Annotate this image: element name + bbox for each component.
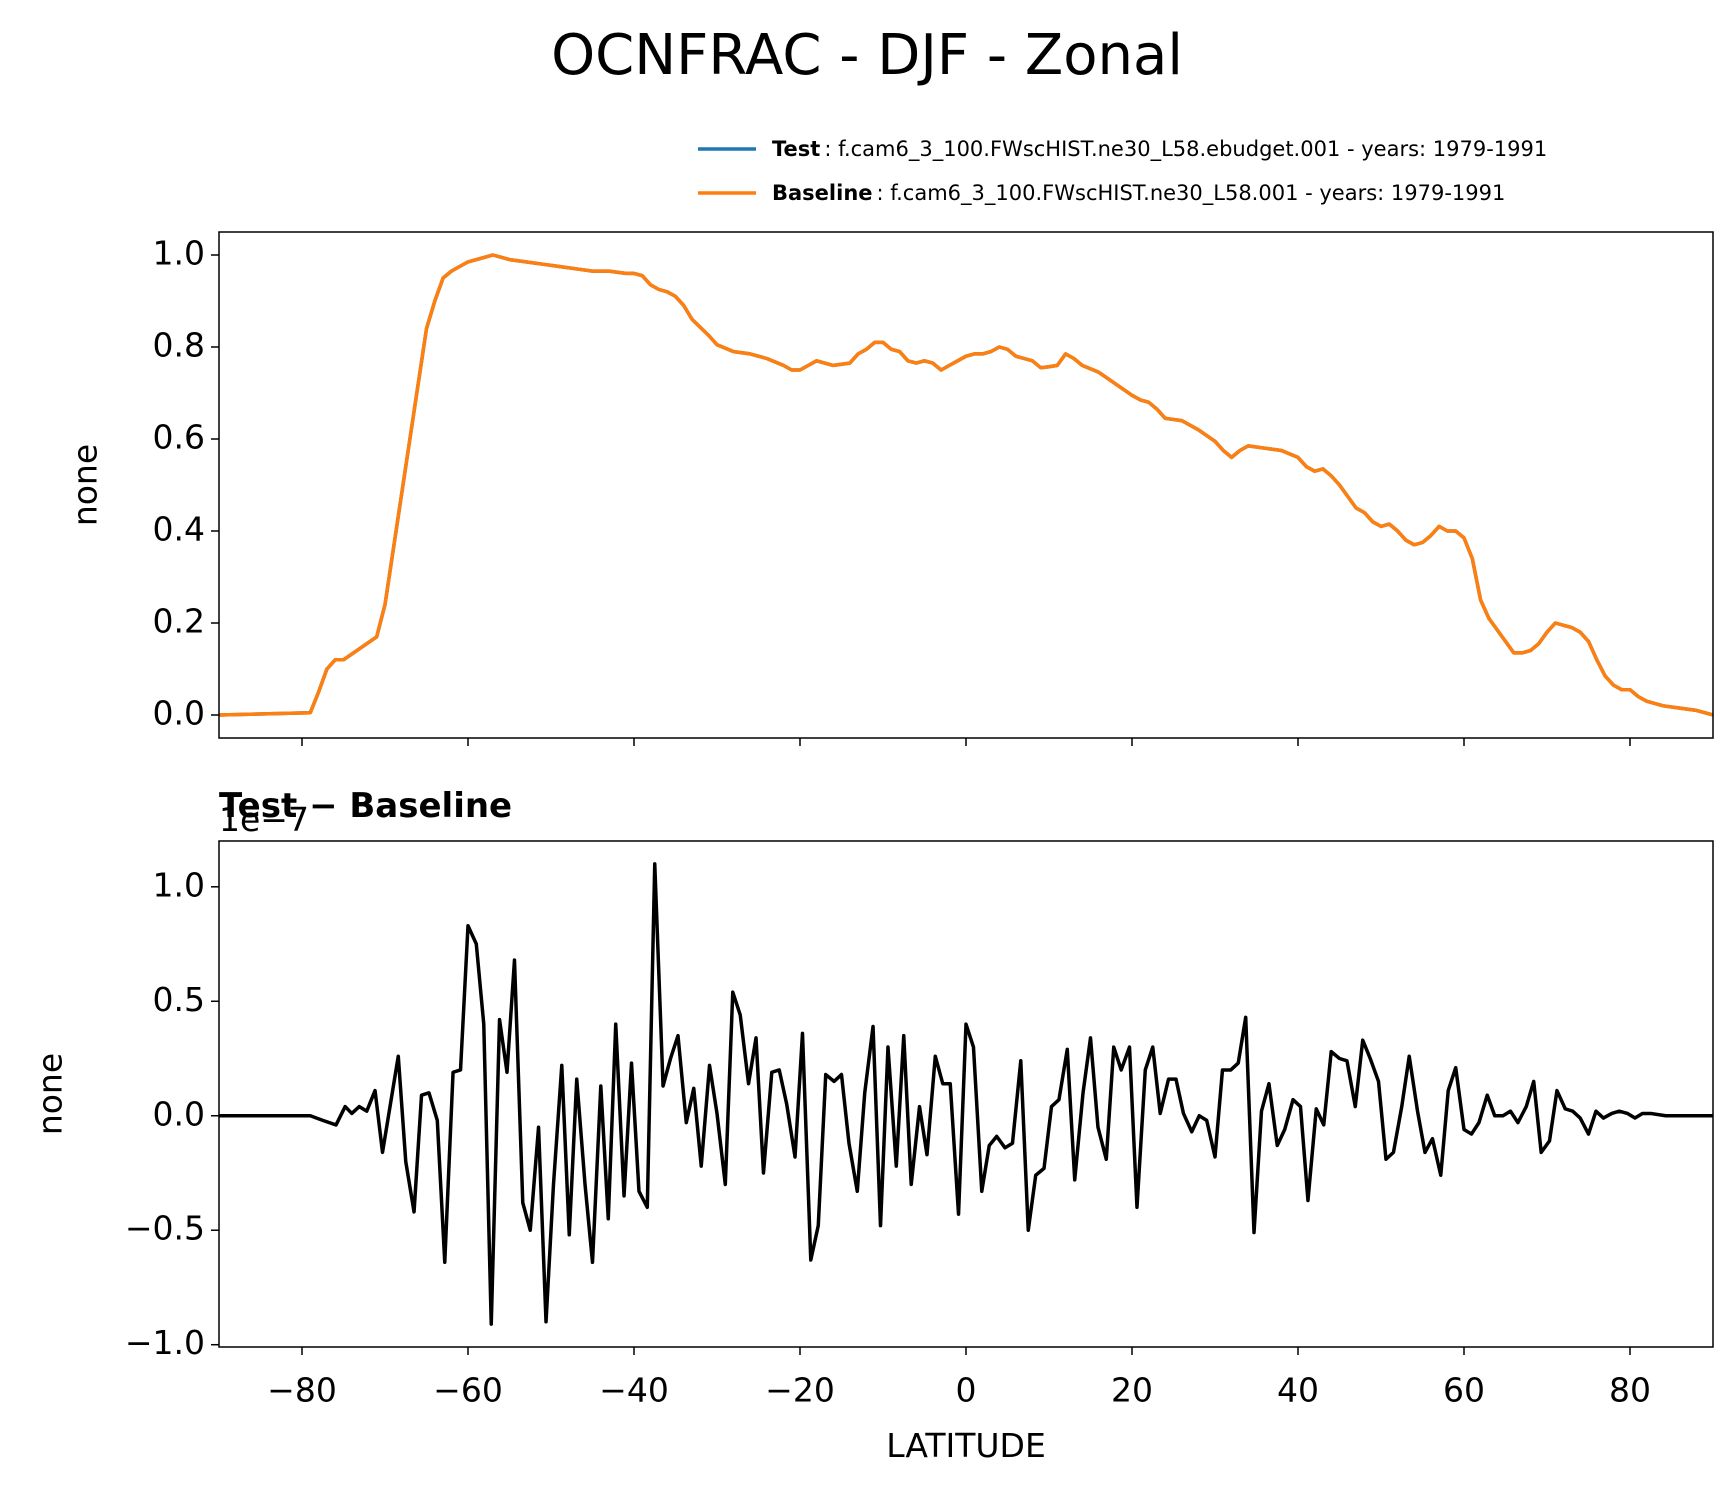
legend-description: : f.cam6_3_100.FWscHIST.ne30_L58.ebudget…	[824, 137, 1547, 162]
figure-title: OCNFRAC - DJF - Zonal	[551, 23, 1183, 88]
legend-entry: Baseline: f.cam6_3_100.FWscHIST.ne30_L58…	[772, 181, 1505, 206]
y-tick-label: 0.0	[153, 1094, 205, 1133]
x-tick-label: 20	[1111, 1371, 1153, 1410]
x-axis-label: LATITUDE	[886, 1426, 1046, 1465]
x-tick-label: −60	[433, 1371, 503, 1410]
y-tick-label: 0.6	[153, 418, 205, 457]
x-tick-label: 60	[1443, 1371, 1485, 1410]
y-tick-label: −0.5	[125, 1209, 205, 1248]
x-tick-label: 0	[956, 1371, 977, 1410]
legend-entry: Test: f.cam6_3_100.FWscHIST.ne30_L58.ebu…	[772, 137, 1547, 162]
y-axis-label: none	[66, 444, 105, 526]
y-tick-label: 0.8	[153, 326, 205, 365]
x-tick-label: 40	[1277, 1371, 1319, 1410]
x-tick-label: −80	[267, 1371, 337, 1410]
axes-frame	[218, 231, 1714, 739]
y-tick-label: 0.5	[153, 980, 205, 1019]
legend-name: Baseline	[772, 181, 873, 205]
x-tick-label: −20	[765, 1371, 835, 1410]
x-tick-label: −40	[599, 1371, 669, 1410]
data-line	[219, 253, 1713, 717]
data-line	[219, 862, 1713, 1326]
offset-text: 1e−7	[219, 800, 309, 839]
y-tick-label: 1.0	[153, 865, 205, 904]
axes-frame	[218, 840, 1714, 1348]
x-tick-label: 80	[1609, 1371, 1651, 1410]
legend-name: Test	[772, 137, 820, 161]
y-tick-label: 0.0	[153, 694, 205, 733]
y-tick-label: 1.0	[153, 234, 205, 273]
y-tick-label: 0.4	[153, 510, 205, 549]
y-tick-label: 0.2	[153, 602, 205, 641]
axes-title: Test − Baseline	[219, 786, 512, 826]
legend-description: : f.cam6_3_100.FWscHIST.ne30_L58.001 - y…	[877, 181, 1506, 206]
y-axis-label: none	[31, 1053, 70, 1135]
y-tick-label: −1.0	[125, 1323, 205, 1362]
